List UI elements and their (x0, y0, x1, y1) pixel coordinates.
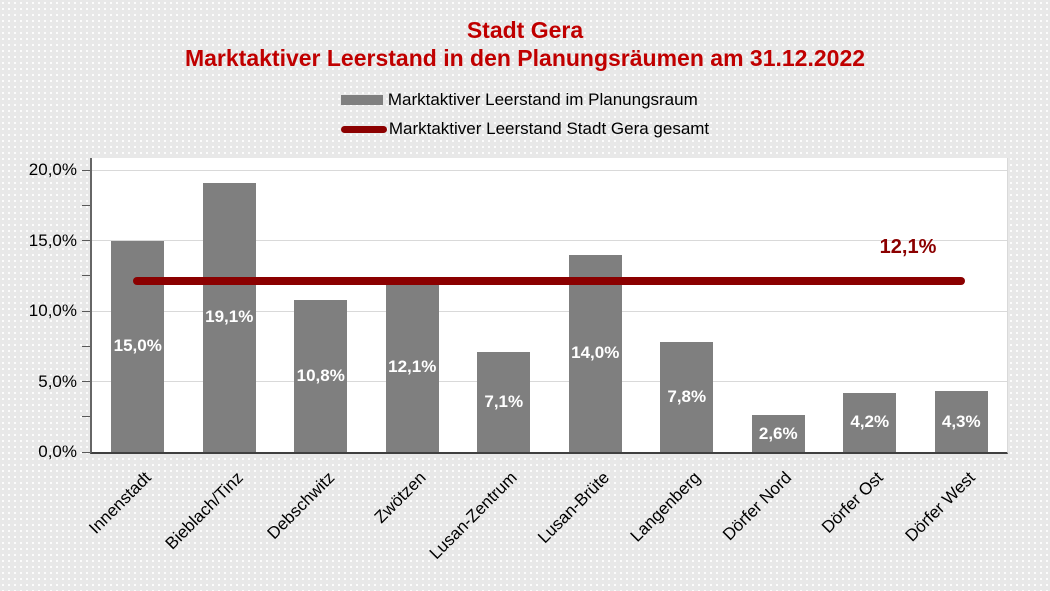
legend-line-swatch (340, 125, 387, 133)
x-label-lusan-brute: Lusan-Brüte (533, 468, 613, 547)
bar-value-label: 15,0% (113, 336, 162, 356)
y-minor-tick-17.5 (82, 204, 90, 206)
y-minor-tick-12.5 (82, 275, 90, 277)
x-label-dorfer-ost: Dörfer Ost (818, 468, 888, 537)
chart-title-line1: Stadt Gera (466, 17, 584, 43)
bar-lusan-zentrum: 7,1% (477, 351, 531, 452)
bar-value-label: 7,8% (667, 387, 707, 407)
bar-dorfer-nord: 2,6% (751, 415, 805, 452)
x-label-innenstadt: Innenstadt (85, 468, 156, 538)
y-tick-label-0: 0,0% (38, 442, 77, 461)
bar-dorfer-ost: 4,2% (843, 392, 897, 452)
x-label-lusan-zentrum: Lusan-Zentrum (426, 468, 522, 563)
bar-bieblach-tinz: 19,1% (202, 182, 256, 452)
chart-title-line2: Marktaktiver Leerstand in den Planungsrä… (184, 45, 866, 71)
legend-box: Marktaktiver Leerstand im Planungsraum M… (340, 90, 710, 139)
bar-value-label: 14,0% (571, 343, 620, 363)
bar-value-label: 10,8% (296, 365, 345, 385)
x-label-debschwitz: Debschwitz (263, 468, 339, 543)
y-tick-20 (82, 169, 90, 171)
gridline-10.0% (92, 310, 1007, 312)
x-label-zwotzen: Zwötzen (370, 468, 430, 527)
legend-item-line: Marktaktiver Leerstand Stadt Gera gesamt (340, 119, 710, 139)
y-tick-label-20: 20,0% (28, 160, 77, 179)
bar-dorfer-west: 4,3% (934, 391, 988, 452)
x-label-langenberg: Langenberg (626, 468, 705, 546)
y-tick-0 (82, 451, 90, 453)
x-label-bieblach-tinz: Bieblach/Tinz (161, 468, 247, 554)
bar-langenberg: 7,8% (660, 342, 714, 452)
bar-zwotzen: 12,1% (385, 281, 439, 452)
legend-bar-label: Marktaktiver Leerstand im Planungsraum (387, 90, 698, 109)
gridline-15.0% (92, 240, 1007, 241)
bar-value-label: 4,2% (850, 412, 890, 432)
bar-value-label: 4,3% (941, 411, 981, 431)
reference-line (133, 277, 965, 286)
y-tick-10 (82, 310, 90, 312)
y-tick-5 (82, 381, 90, 382)
reference-line-label: 12,1% (879, 236, 937, 259)
legend: Marktaktiver Leerstand im Planungsraum M… (0, 90, 1050, 139)
bar-value-label: 2,6% (758, 423, 798, 443)
gridline-5.0% (92, 381, 1007, 382)
bar-value-label: 19,1% (205, 307, 254, 327)
legend-item-bars: Marktaktiver Leerstand im Planungsraum (340, 90, 698, 110)
y-tick-15 (82, 240, 90, 241)
chart-title: Stadt Gera Marktaktiver Leerstand in den… (0, 16, 1050, 72)
y-tick-label-10: 10,0% (28, 301, 77, 320)
bar-lusan-brute: 14,0% (568, 254, 622, 452)
y-axis: 0,0% 5,0% 10,0% 15,0% 20,0% (0, 158, 90, 461)
gridline-20.0% (92, 169, 1007, 171)
y-minor-tick-2.5 (82, 416, 90, 418)
x-label-dorfer-nord: Dörfer Nord (719, 468, 796, 545)
bar-value-label: 12,1% (388, 356, 437, 376)
x-label-dorfer-west: Dörfer West (901, 468, 979, 546)
legend-bar-swatch (340, 95, 383, 105)
bar-debschwitz: 10,8% (294, 299, 348, 452)
legend-line-label: Marktaktiver Leerstand Stadt Gera gesamt (388, 119, 710, 138)
plot-area: 12,1% 15,0% 19,1% 10,8% 12,1% 7,1% 14,0% 7,8% 2… (90, 158, 1008, 454)
y-tick-label-15: 15,0% (28, 230, 77, 250)
bar-innenstadt: 15,0% (111, 240, 165, 452)
x-axis-labels: Innenstadt Bieblach/Tinz Debschwitz Zwötzen… (86, 454, 1007, 584)
y-minor-tick-7.5 (82, 345, 90, 347)
y-tick-label-5: 5,0% (38, 371, 77, 391)
bar-value-label: 7,1% (484, 391, 524, 411)
